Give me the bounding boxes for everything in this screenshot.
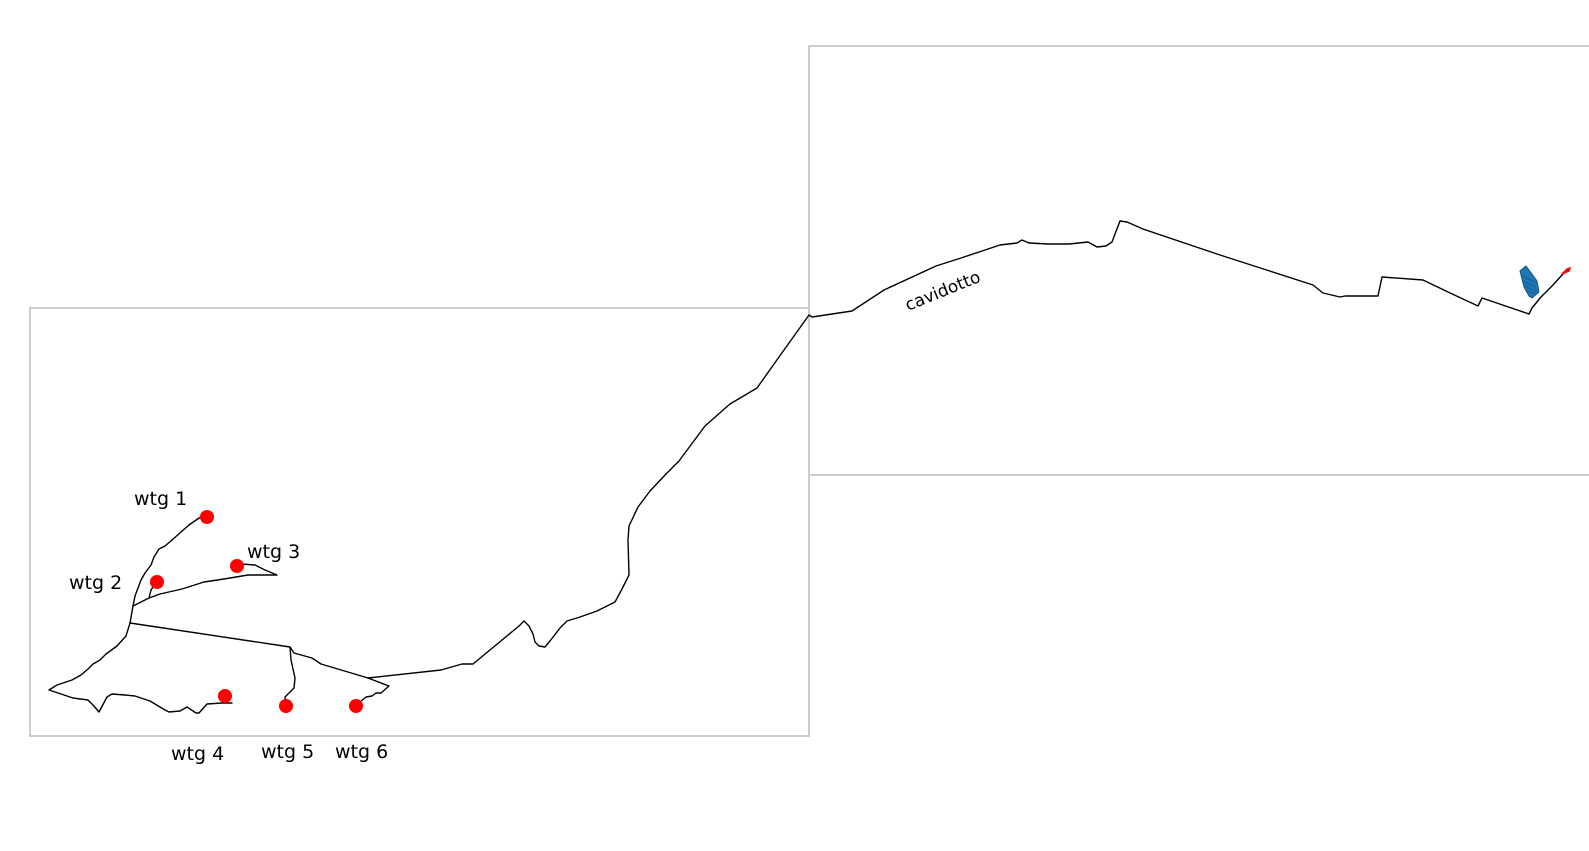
turbine-marker-wtg1[interactable] [200,510,214,524]
substation-connection [1561,266,1572,275]
turbine-label-wtg6: wtg 6 [335,741,388,763]
turbine-label-wtg2: wtg 2 [69,572,122,594]
cable-loop-west [48,622,233,714]
left-map-panel [29,307,810,737]
turbine-marker-wtg3[interactable] [230,559,244,573]
turbine-label-wtg4: wtg 4 [171,743,224,765]
turbine-marker-wtg4[interactable] [218,689,232,703]
cable-branch-wtg1 [132,516,208,607]
turbine-marker-wtg2[interactable] [150,575,164,589]
substation-hatching [1521,275,1538,295]
cable-route-label: cavidotto [902,267,983,315]
right-map-panel [808,45,1589,476]
turbine-label-wtg1: wtg 1 [134,488,187,510]
cable-branch-wtg5 [284,646,296,707]
turbine-label-wtg5: wtg 5 [261,741,314,763]
cable-trunk-east [129,622,369,679]
turbine-label-wtg3: wtg 3 [247,541,300,563]
turbine-marker-wtg5[interactable] [279,699,293,713]
turbine-marker-wtg6[interactable] [349,699,363,713]
cable-route-main [367,220,1570,679]
cable-branch-wtg1-3 [129,563,278,624]
cable-loop-south [356,677,390,707]
substation-area [1519,265,1540,299]
